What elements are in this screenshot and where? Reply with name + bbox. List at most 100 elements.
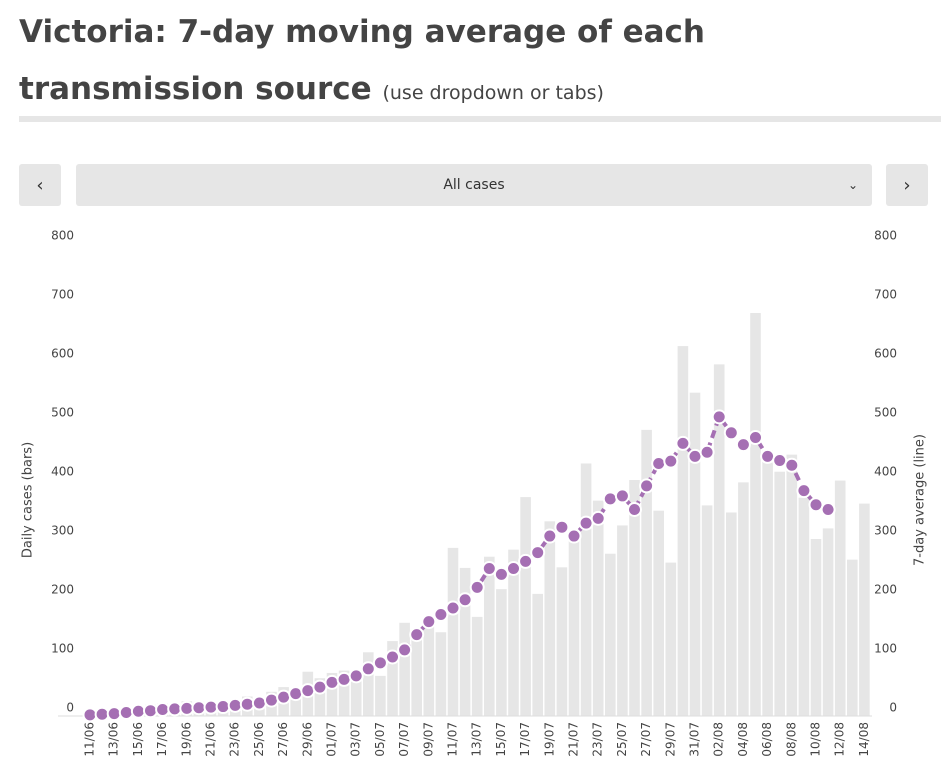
bar bbox=[532, 593, 543, 716]
y2-tick-label: 600 bbox=[874, 347, 897, 361]
average-point bbox=[506, 561, 521, 576]
y2-tick-label: 300 bbox=[874, 524, 897, 538]
average-point bbox=[639, 478, 655, 494]
bar bbox=[786, 454, 798, 716]
y-tick-label: 200 bbox=[51, 583, 74, 597]
average-point bbox=[542, 528, 558, 544]
y2-tick-label: 500 bbox=[874, 406, 897, 420]
bar bbox=[350, 677, 362, 716]
y2-tick-label: 700 bbox=[874, 288, 897, 302]
bar bbox=[822, 528, 834, 716]
x-tick-label: 29/06 bbox=[300, 722, 314, 757]
y-tick-label: 800 bbox=[51, 229, 74, 243]
average-point bbox=[106, 706, 122, 722]
average-point bbox=[288, 686, 304, 702]
bar bbox=[447, 547, 459, 716]
average-point bbox=[312, 679, 328, 695]
average-point bbox=[614, 488, 630, 504]
x-tick-label: 09/07 bbox=[421, 722, 435, 757]
average-point bbox=[760, 448, 776, 464]
average-point bbox=[820, 502, 836, 517]
average-point bbox=[167, 701, 183, 717]
bar bbox=[617, 525, 628, 716]
y2-tick-label: 800 bbox=[874, 229, 897, 243]
average-point bbox=[421, 614, 437, 630]
divider bbox=[19, 116, 941, 122]
y-axis-title: Daily cases (bars) bbox=[21, 442, 36, 558]
x-tick-label: 27/06 bbox=[276, 722, 290, 757]
bar bbox=[459, 567, 471, 716]
x-tick-label: 27/07 bbox=[639, 722, 653, 757]
average-point bbox=[796, 483, 812, 499]
bar bbox=[387, 641, 398, 716]
bar bbox=[750, 313, 761, 716]
x-tick-label: 10/08 bbox=[809, 722, 823, 757]
bar bbox=[629, 480, 640, 716]
y-tick-label: 500 bbox=[51, 406, 74, 420]
x-tick-label: 25/07 bbox=[615, 722, 629, 757]
prev-button[interactable]: ‹ bbox=[19, 164, 61, 206]
bar bbox=[520, 497, 531, 716]
y2-tick-label: 200 bbox=[874, 583, 897, 597]
average-point bbox=[409, 627, 425, 643]
bar bbox=[544, 521, 556, 716]
y-tick-label: 700 bbox=[51, 288, 74, 302]
bar bbox=[556, 567, 568, 716]
x-tick-label: 21/06 bbox=[204, 722, 218, 757]
bar bbox=[641, 429, 652, 716]
bar bbox=[496, 589, 507, 716]
average-point bbox=[360, 661, 376, 677]
x-tick-label: 29/07 bbox=[663, 722, 677, 757]
average-point bbox=[445, 600, 461, 616]
bar bbox=[774, 471, 785, 716]
x-tick-label: 12/08 bbox=[833, 722, 847, 757]
average-point bbox=[566, 528, 582, 544]
average-point bbox=[663, 453, 679, 469]
average-point bbox=[723, 425, 739, 441]
average-point bbox=[94, 706, 110, 722]
bar bbox=[423, 618, 435, 716]
bar bbox=[726, 512, 737, 716]
dropdown[interactable]: All cases ⌄ bbox=[76, 164, 872, 206]
x-tick-label: 19/06 bbox=[179, 722, 193, 757]
average-point bbox=[82, 707, 98, 723]
bar bbox=[738, 482, 749, 716]
average-point bbox=[251, 695, 267, 711]
bar bbox=[798, 497, 810, 716]
bar bbox=[508, 549, 519, 716]
bar bbox=[568, 539, 580, 716]
average-point bbox=[748, 430, 763, 446]
x-tick-label: 08/08 bbox=[784, 722, 798, 757]
bar bbox=[399, 622, 410, 716]
y-tick-label: 300 bbox=[51, 524, 74, 538]
average-point bbox=[772, 453, 788, 469]
x-tick-label: 02/08 bbox=[712, 722, 726, 757]
bar bbox=[701, 505, 713, 716]
x-tick-label: 15/06 bbox=[131, 722, 145, 757]
y-tick-label: 600 bbox=[51, 347, 74, 361]
bar bbox=[653, 510, 664, 716]
y-tick-label: 400 bbox=[51, 465, 74, 479]
x-tick-label: 13/07 bbox=[470, 722, 484, 757]
average-point bbox=[324, 674, 340, 690]
next-button[interactable]: › bbox=[886, 164, 928, 206]
average-point bbox=[433, 607, 449, 623]
average-point bbox=[675, 435, 691, 451]
x-tick-label: 21/07 bbox=[567, 722, 581, 757]
average-point bbox=[493, 566, 509, 582]
x-tick-label: 15/07 bbox=[494, 722, 508, 757]
y2-tick-label: 400 bbox=[874, 465, 897, 479]
x-tick-label: 19/07 bbox=[542, 722, 556, 757]
bar bbox=[834, 480, 846, 716]
bar bbox=[314, 678, 326, 716]
x-tick-label: 31/07 bbox=[688, 722, 702, 757]
average-point bbox=[227, 697, 243, 713]
bar bbox=[859, 503, 870, 716]
bar bbox=[363, 652, 374, 716]
bar bbox=[810, 539, 822, 716]
title: Victoria: 7-day moving average of each t… bbox=[19, 4, 919, 122]
y-tick-label: 100 bbox=[51, 642, 74, 656]
average-point bbox=[808, 497, 824, 513]
average-point bbox=[372, 655, 388, 671]
